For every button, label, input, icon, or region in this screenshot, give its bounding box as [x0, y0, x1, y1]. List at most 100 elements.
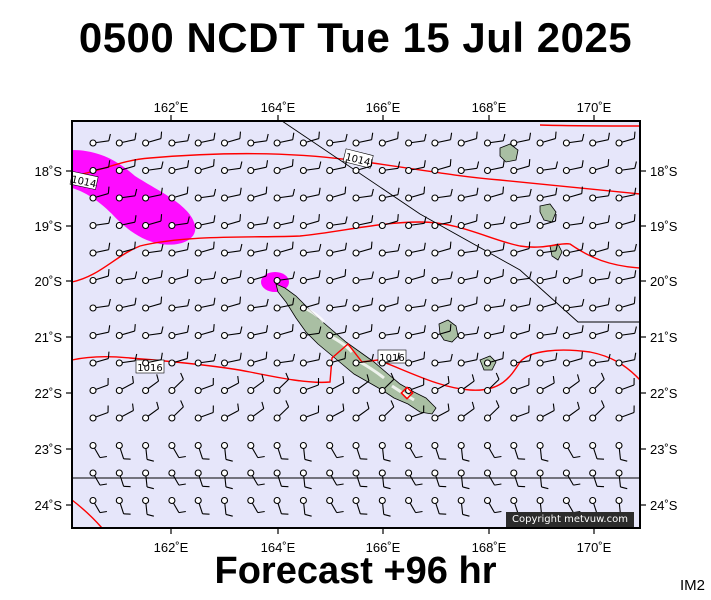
wind-barb-flag	[187, 216, 190, 224]
wind-station	[115, 331, 123, 340]
lon-label: 170˚E	[577, 540, 612, 555]
wind-station	[115, 386, 123, 395]
wind-barb-flag	[265, 186, 268, 194]
wind-station	[431, 331, 439, 340]
wind-barb-flag	[160, 296, 163, 304]
wind-barb-flag	[107, 269, 110, 277]
wind-station	[483, 221, 492, 230]
wind-station	[247, 304, 255, 312]
wind-station	[273, 194, 281, 202]
wind-station	[589, 221, 597, 230]
wind-barb-flag	[160, 131, 163, 139]
wind-station	[352, 386, 360, 395]
isobar	[539, 124, 641, 127]
wind-barb-flag	[239, 352, 242, 360]
wind-station	[405, 304, 413, 312]
wind-station	[431, 496, 439, 505]
wind-barb-flag	[187, 133, 190, 141]
wind-barb-flag	[318, 187, 321, 195]
wind-station	[168, 304, 176, 312]
lon-labels-top: 162˚E 164˚E 166˚E 168˚E 170˚E	[154, 100, 612, 115]
wind-barb-flag	[476, 161, 480, 169]
wind-barb-flag	[134, 132, 137, 140]
wind-barb-flag	[213, 159, 215, 167]
wind-station	[89, 331, 97, 340]
wind-barb-flag	[423, 298, 427, 306]
wind-barb-flag	[318, 352, 321, 360]
wind-barb-flag	[134, 353, 138, 361]
lon-label: 170˚E	[577, 100, 612, 115]
wind-barb-flag	[344, 160, 347, 168]
wind-station	[326, 249, 334, 257]
wind-barb-flag	[257, 510, 265, 514]
wind-barb-flag	[502, 186, 505, 194]
wind-barb-flag	[239, 296, 242, 304]
wind-barb-flag	[502, 160, 505, 168]
wind-barb-flag	[239, 270, 242, 278]
wind-barb-flag	[581, 160, 584, 168]
wind-station	[483, 359, 492, 367]
wind-barb-flag	[292, 271, 296, 279]
forecast-label: Forecast +96 hr	[214, 550, 497, 592]
wind-barb-flag	[528, 215, 532, 223]
wind-station	[405, 139, 413, 147]
wind-station	[220, 166, 229, 175]
wind-station	[220, 469, 229, 477]
wind-station	[378, 221, 386, 230]
wind-barb-flag	[266, 216, 269, 224]
wind-barb-flag	[237, 403, 240, 411]
wind-station	[168, 139, 176, 147]
wind-station	[536, 496, 544, 505]
wind-barb-flag	[555, 161, 559, 169]
wind-barb-flag	[134, 159, 136, 167]
wind-station	[247, 386, 255, 395]
wind-station	[326, 469, 334, 477]
wind-station	[562, 441, 570, 450]
wind-barb-flag	[552, 403, 555, 411]
wind-barb-flag	[213, 241, 215, 249]
wind-barb-flag	[423, 160, 426, 168]
wind-station	[589, 386, 597, 395]
wind-station	[326, 496, 334, 505]
wind-station	[378, 386, 386, 395]
wind-barb-flag	[581, 269, 583, 277]
lon-labels-bottom: 162˚E 164˚E 166˚E 168˚E 170˚E	[154, 540, 612, 555]
wind-station	[326, 386, 334, 395]
lon-label: 164˚E	[261, 100, 296, 115]
wind-barb-flag	[371, 353, 374, 361]
wind-barb-flag	[261, 401, 265, 409]
wind-station	[378, 331, 386, 340]
wind-barb-flag	[344, 351, 347, 359]
wind-station	[483, 139, 492, 147]
wind-barb-flag	[107, 351, 110, 359]
wind-station	[352, 304, 360, 312]
lat-label: 20˚S	[35, 274, 63, 289]
wind-station	[273, 221, 281, 230]
wind-station	[378, 194, 386, 202]
wind-station	[168, 469, 176, 477]
wind-barb-flag	[554, 131, 557, 139]
isobar	[71, 342, 641, 391]
wind-station	[405, 386, 413, 395]
wind-barb-flag	[336, 455, 344, 459]
wind-barb-flag	[178, 510, 186, 514]
sea-area	[72, 121, 640, 528]
wind-barb-flag	[366, 401, 370, 409]
wind-station	[220, 386, 229, 395]
wind-barb-flag	[450, 215, 453, 223]
wind-barb-flag	[342, 403, 345, 411]
wind-station	[457, 194, 465, 202]
wind-station	[562, 139, 570, 147]
wind-station	[510, 276, 518, 285]
wind-barb-flag	[607, 159, 610, 167]
wind-barb-flag	[634, 270, 637, 278]
wind-barb-flag	[291, 241, 294, 249]
wind-barb-flag	[476, 214, 478, 222]
wind-barb-flag	[108, 325, 111, 333]
wind-station	[299, 166, 307, 175]
wind-station	[536, 249, 544, 257]
wind-barb-flag	[634, 326, 637, 334]
wind-barb-flag	[423, 133, 427, 141]
wind-barb-flag	[213, 324, 215, 332]
wind-barb-flag	[415, 483, 423, 486]
